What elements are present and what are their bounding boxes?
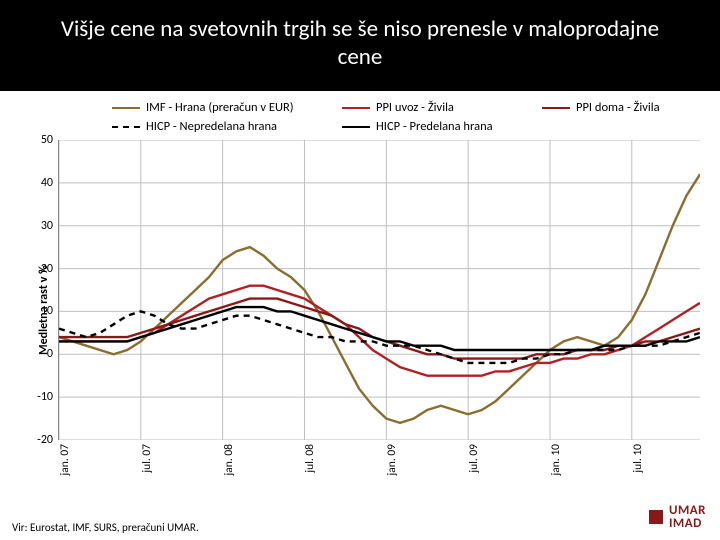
x-tick: jul. 09 xyxy=(467,444,481,473)
y-tick: 20 xyxy=(41,262,59,276)
logo-icon xyxy=(649,510,663,524)
x-tick: jan. 07 xyxy=(58,444,72,475)
y-tick: -20 xyxy=(37,433,59,447)
x-tick: jul. 10 xyxy=(631,444,645,473)
series-imf xyxy=(59,174,700,423)
legend-swatch xyxy=(542,107,570,109)
logo: UMAR IMAD xyxy=(649,504,706,530)
legend-swatch xyxy=(342,126,370,128)
legend: IMF - Hrana (preračun v EUR) PPI uvoz - Ž… xyxy=(28,100,700,134)
legend-label: PPI doma - Živila xyxy=(576,100,660,115)
legend-swatch xyxy=(112,107,140,109)
y-tick: 30 xyxy=(41,219,59,233)
chart-area: IMF - Hrana (preračun v EUR) PPI uvoz - Ž… xyxy=(28,100,700,490)
x-tick: jul. 07 xyxy=(140,444,154,473)
series-ppi_doma xyxy=(59,299,700,359)
y-tick: 0 xyxy=(47,347,59,361)
x-tick: jul. 08 xyxy=(303,444,317,473)
legend-item-ppi_doma: PPI doma - Živila xyxy=(542,100,720,115)
y-tick: 10 xyxy=(41,304,59,318)
legend-label: PPI uvoz - Živila xyxy=(376,100,454,115)
legend-swatch xyxy=(342,107,370,109)
plot-area: -20-1001020304050 xyxy=(58,140,700,440)
series-ppi_uvoz xyxy=(59,286,700,376)
legend-label: HICP - Nepredelana hrana xyxy=(146,119,277,134)
legend-item-hicp_nepred: HICP - Nepredelana hrana xyxy=(112,119,342,134)
chart-svg xyxy=(59,140,700,440)
slide: Višje cene na svetovnih trgih se še niso… xyxy=(0,0,720,540)
x-axis: jan. 07 jul. 07 jan. 08 jul. 08 jan. 09 jul. … xyxy=(58,440,700,480)
x-tick: jan. 08 xyxy=(222,444,236,475)
y-tick: 50 xyxy=(41,133,59,147)
x-tick: jan. 09 xyxy=(385,444,399,475)
source-text: Vir: Eurostat, IMF, SURS, preračuni UMAR… xyxy=(12,521,199,534)
y-tick: 40 xyxy=(41,176,59,190)
legend-label: IMF - Hrana (preračun v EUR) xyxy=(146,100,294,115)
legend-item-imf: IMF - Hrana (preračun v EUR) xyxy=(112,100,342,115)
title-bar: Višje cene na svetovnih trgih se še niso… xyxy=(0,0,720,91)
legend-swatch xyxy=(112,126,140,128)
logo-line2: IMAD xyxy=(669,517,706,530)
x-tick: jan. 10 xyxy=(549,444,563,475)
slide-title: Višje cene na svetovnih trgih se še niso… xyxy=(40,16,680,71)
legend-item-ppi_uvoz: PPI uvoz - Živila xyxy=(342,100,542,115)
y-tick: -10 xyxy=(37,390,59,404)
legend-item-hicp_pred: HICP - Predelana hrana xyxy=(342,119,542,134)
legend-label: HICP - Predelana hrana xyxy=(376,119,493,134)
